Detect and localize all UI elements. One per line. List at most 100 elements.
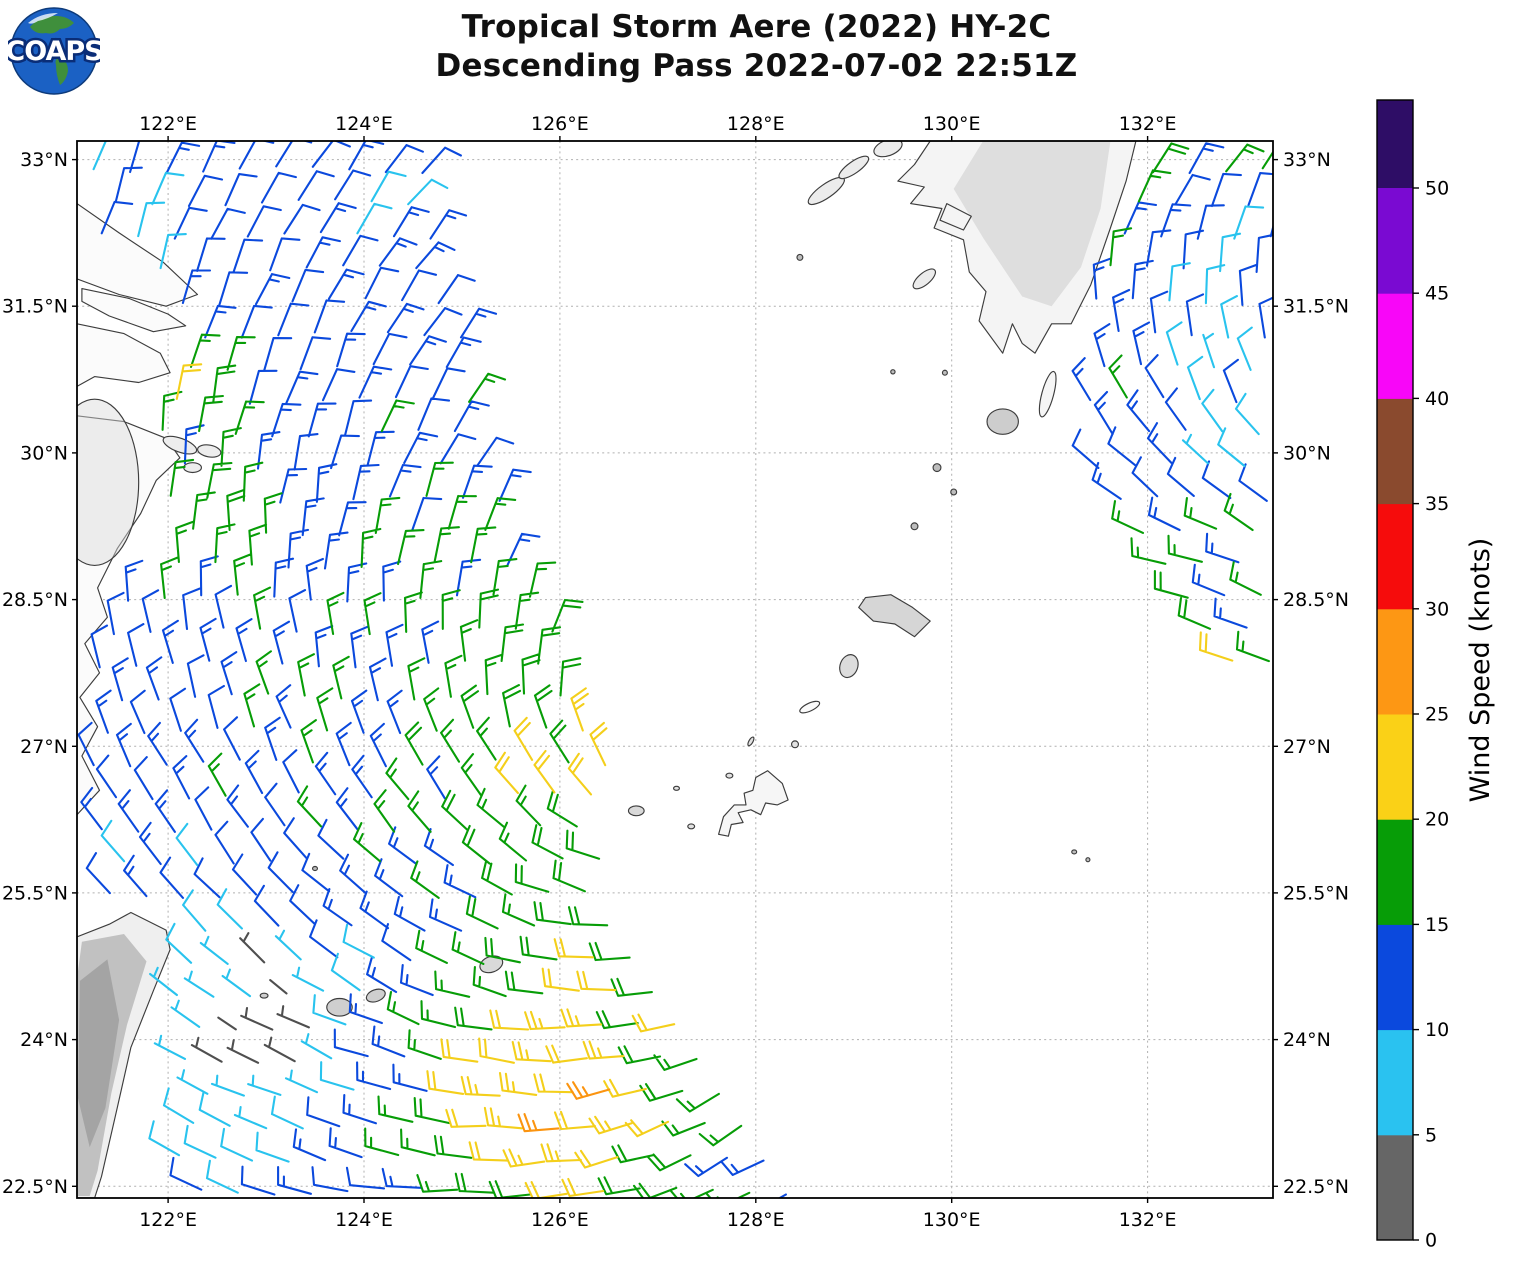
chongming-island: [81, 288, 187, 333]
colorbar-bin-15-20: [1377, 819, 1413, 925]
wind-barbs-29c3ee: [92, 141, 1265, 1194]
colorbar-tick-label: 20: [1425, 809, 1449, 831]
izena-islet: [747, 736, 755, 747]
y-tick-label-left: 30°N: [20, 442, 68, 464]
colorbar-tick-label: 30: [1425, 598, 1449, 620]
axis-ticks-layer: [72, 136, 1278, 1203]
colorbar-tick-label: 45: [1425, 283, 1449, 305]
title-line-1: Tropical Storm Aere (2022) HY-2C: [461, 9, 1052, 45]
daito-islet-1: [1071, 849, 1078, 855]
koshikijima: [912, 268, 937, 290]
amami-oshima: [858, 594, 931, 638]
y-tick-label-right: 33°N: [1283, 149, 1331, 171]
okinawa: [718, 770, 789, 837]
logo-text: COAPS: [8, 36, 100, 67]
iriomote-island: [326, 997, 353, 1017]
x-tick-label-top: 132°E: [1119, 113, 1177, 135]
axis-frame: [76, 140, 1274, 1199]
colorbar-bin-30-35: [1377, 503, 1413, 610]
okinoerabu: [799, 700, 821, 714]
colorbar-bin-40-45: [1377, 293, 1413, 399]
hirado-island: [873, 141, 903, 158]
y-tick-label-left: 28.5°N: [2, 589, 68, 611]
wind-barbs-f4cf1b: [175, 363, 1234, 1198]
colorbar-bin-35-40: [1377, 398, 1413, 505]
amakusa-islands: [939, 203, 972, 231]
colorbar-bin-5-10: [1377, 1029, 1413, 1136]
yonaguni-island: [259, 992, 269, 999]
x-tick-label-bottom: 130°E: [923, 1209, 981, 1231]
colorbar-bin-10-15: [1377, 924, 1413, 1031]
x-tick-label-top: 122°E: [139, 113, 197, 135]
tokunoshima: [839, 654, 859, 679]
colorbar-tick-label: 25: [1425, 704, 1449, 726]
daito-islet-2: [1085, 857, 1091, 863]
x-tick-label-top: 124°E: [335, 113, 393, 135]
wind-barbs-079d07: [160, 142, 1273, 1198]
x-tick-label-bottom: 132°E: [1119, 1209, 1177, 1231]
taiwan-terrain: [78, 934, 147, 1196]
y-tick-label-left: 31.5°N: [2, 296, 68, 318]
title-line-2: Descending Pass 2022-07-02 22:51Z: [435, 48, 1078, 84]
x-tick-label-bottom: 128°E: [727, 1209, 785, 1231]
zhoushan-island-2: [197, 444, 222, 458]
tokara-islet-1: [932, 463, 942, 473]
danjo-islet: [796, 253, 804, 261]
wind-barbs-4f4f4f: [190, 932, 310, 1064]
china-terrain: [77, 398, 140, 566]
axis-labels-layer: 122°E 122°E 124°E 124°E 126°E 126°E 128°E 128°E…: [2, 113, 1349, 1231]
kerama-islet: [687, 823, 696, 830]
x-tick-label-bottom: 122°E: [139, 1209, 197, 1231]
wind-barbs-0b49dd: [77, 141, 1273, 1198]
map-viewport: [77, 141, 1273, 1198]
colorbar-tick-label: 15: [1425, 914, 1449, 936]
senkaku-islet: [311, 865, 319, 872]
colorbar-tick-label: 40: [1425, 388, 1449, 410]
china-jiangsu-coast: [77, 203, 199, 307]
y-tick-label-left: 27°N: [20, 736, 68, 758]
y-tick-label-left: 22.5°N: [2, 1176, 68, 1198]
x-tick-label-top: 126°E: [531, 113, 589, 135]
zhoushan-island-1: [162, 435, 198, 455]
colorbar-border: [1376, 99, 1414, 1241]
y-tick-label-right: 24°N: [1283, 1029, 1331, 1051]
y-tick-label-right: 27°N: [1283, 736, 1331, 758]
kume-island: [627, 805, 645, 817]
taiwan-terrain-dark: [78, 959, 120, 1148]
aguni-islet: [672, 785, 681, 791]
colorbar-tick-label: 10: [1425, 1019, 1449, 1041]
colorbar-bin-20-25: [1377, 714, 1413, 820]
coaps-logo: COAPS: [8, 7, 100, 95]
coastlines-layer: [77, 141, 1137, 1198]
ishigaki-island: [365, 988, 386, 1003]
colorbar-bin-0-5: [1377, 1134, 1413, 1241]
x-tick-label-top: 130°E: [923, 113, 981, 135]
zhoushan-island-3: [183, 462, 202, 474]
y-tick-label-left: 33°N: [20, 149, 68, 171]
colorbar: 0 5 10 15 20 25 30 35 40 45 50 Wind Speed (knots): [1376, 99, 1496, 1252]
wind-barbs-layer: [77, 141, 1273, 1198]
x-tick-label-top: 128°E: [727, 113, 785, 135]
y-tick-label-left: 24°N: [20, 1029, 68, 1051]
globe-cloud: [28, 13, 58, 24]
kusagaki-islet: [890, 369, 896, 375]
tokara-islet-3: [910, 522, 919, 531]
uji-islet: [941, 369, 948, 376]
globe-continent-south: [55, 57, 68, 85]
y-tick-label-right: 25.5°N: [1283, 882, 1349, 904]
gridlines-layer: [77, 141, 1273, 1198]
china-shanghai-south: [77, 323, 171, 387]
yoron-islet: [790, 740, 800, 749]
x-tick-label-bottom: 124°E: [335, 1209, 393, 1231]
colorbar-bin-over-50: [1377, 100, 1413, 188]
y-tick-label-right: 28.5°N: [1283, 589, 1349, 611]
colorbar-tick-label: 50: [1425, 178, 1449, 200]
colorbar-title: Wind Speed (knots): [1465, 538, 1496, 803]
y-tick-label-right: 30°N: [1283, 442, 1331, 464]
kyushu-terrain: [953, 141, 1111, 307]
y-tick-label-right: 22.5°N: [1283, 1176, 1349, 1198]
colorbar-tick-label: 35: [1425, 493, 1449, 515]
tanegashima: [1038, 370, 1057, 418]
